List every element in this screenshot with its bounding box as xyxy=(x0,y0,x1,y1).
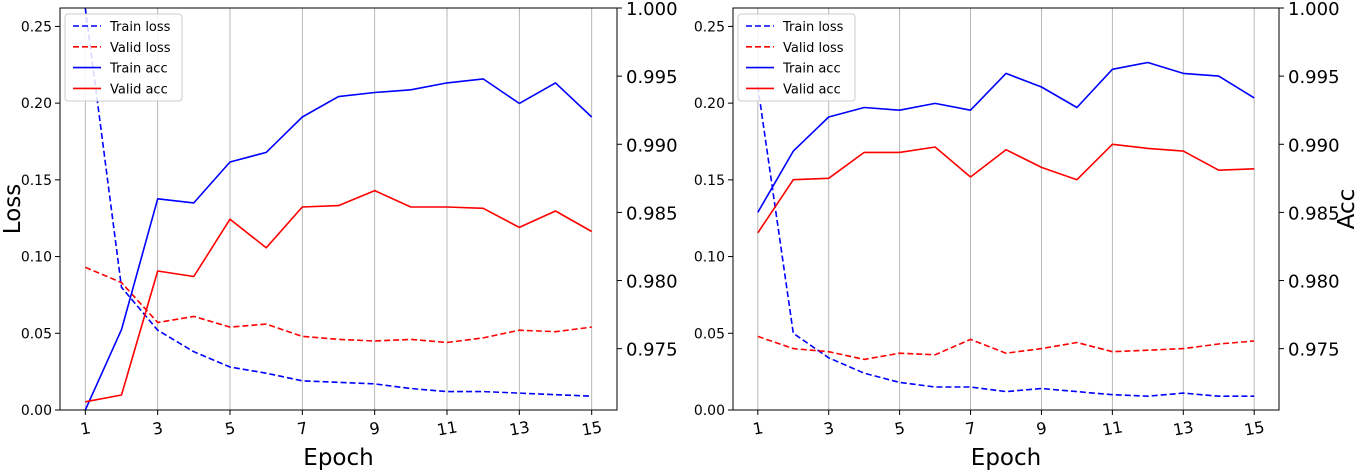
y2-tick-label: 0.980 xyxy=(1288,272,1340,293)
x-tick-label: 7 xyxy=(964,418,977,438)
legend-label: Valid acc xyxy=(783,82,841,97)
series-line-train-acc xyxy=(84,78,593,411)
y-tick-label: 0.20 xyxy=(694,96,725,112)
x-tick-label: 5 xyxy=(893,418,906,438)
x-tick-label: 3 xyxy=(151,418,164,438)
x-tick-label: 11 xyxy=(1101,417,1124,439)
x-tick-label: 5 xyxy=(223,418,236,438)
plot-frame xyxy=(59,7,618,411)
legend-label: Train loss xyxy=(109,20,171,35)
x-tick-label: 9 xyxy=(368,418,381,438)
y-tick-label: 0.15 xyxy=(21,173,52,189)
y2-tick-label: 0.985 xyxy=(626,203,678,224)
y-tick-label: 0.20 xyxy=(21,96,52,112)
legend-box xyxy=(64,13,183,102)
y2-tick-label: 0.980 xyxy=(626,272,678,293)
series-line-valid-loss xyxy=(757,335,1255,361)
x-axis-label: Epoch xyxy=(971,445,1041,470)
y2-tick-label: 1.000 xyxy=(1288,0,1340,20)
plot-frame xyxy=(732,7,1280,411)
y2-tick-label: 0.990 xyxy=(626,135,678,156)
legend-label: Valid loss xyxy=(110,41,171,56)
y-tick-label: 0.05 xyxy=(694,326,725,342)
y2-tick-label: 0.995 xyxy=(626,67,678,88)
y-tick-label: 0.10 xyxy=(694,250,725,266)
y-tick-label: 0.15 xyxy=(694,173,725,189)
legend-label: Valid loss xyxy=(783,41,844,56)
y-tick-label: 0.05 xyxy=(21,326,52,342)
x-tick-label: 13 xyxy=(508,417,531,439)
y-tick-label: 0.25 xyxy=(21,19,52,35)
legend-box xyxy=(737,13,856,102)
y2-tick-label: 1.000 xyxy=(626,0,678,20)
legend-label: Valid acc xyxy=(110,82,168,97)
legend-label: Train acc xyxy=(109,62,168,77)
y2-tick-label: 0.975 xyxy=(1288,340,1340,361)
y-axis-label: Loss xyxy=(0,184,26,234)
series-line-train-loss xyxy=(84,7,592,397)
y-tick-label: 0.25 xyxy=(694,19,725,35)
y-tick-label: 0.10 xyxy=(21,250,52,266)
y2-axis-label: Acc xyxy=(1334,189,1360,230)
legend: Train loss Valid loss Train acc Valid acc xyxy=(64,13,183,102)
x-axis-label: Epoch xyxy=(303,445,373,470)
y2-tick-label: 0.990 xyxy=(1288,135,1340,156)
legend: Train loss Valid loss Train acc Valid acc xyxy=(737,13,856,102)
x-tick-label: 11 xyxy=(435,417,458,439)
series-line-train-loss xyxy=(757,86,1255,398)
chart-panel-1: 1 3 5 7 9 11 13 150.000.050.100.150.200.250.975… xyxy=(0,0,678,470)
y2-tick-label: 0.995 xyxy=(1288,67,1340,88)
x-tick-label: 1 xyxy=(751,418,764,438)
chart-panel-2: 1 3 5 7 9 11 13 150.000.050.100.150.200.250.975… xyxy=(694,0,1360,470)
series-line-valid-acc xyxy=(85,189,593,403)
y2-tick-label: 0.985 xyxy=(1288,203,1340,224)
legend-label: Train loss xyxy=(782,20,844,35)
x-tick-label: 3 xyxy=(822,418,835,438)
y-tick-label: 0.00 xyxy=(21,403,52,419)
x-tick-label: 15 xyxy=(580,417,603,439)
legend-label: Train acc xyxy=(782,62,841,77)
y-tick-label: 0.00 xyxy=(694,403,725,419)
y2-tick-label: 0.975 xyxy=(626,340,678,361)
x-tick-label: 15 xyxy=(1243,417,1266,439)
series-line-valid-loss xyxy=(84,266,592,344)
x-tick-label: 7 xyxy=(296,418,309,438)
x-tick-label: 1 xyxy=(79,418,92,438)
series-line-valid-acc xyxy=(757,143,1255,234)
x-tick-label: 13 xyxy=(1172,417,1195,439)
x-tick-label: 9 xyxy=(1035,418,1048,438)
series-line-train-acc xyxy=(757,61,1255,213)
